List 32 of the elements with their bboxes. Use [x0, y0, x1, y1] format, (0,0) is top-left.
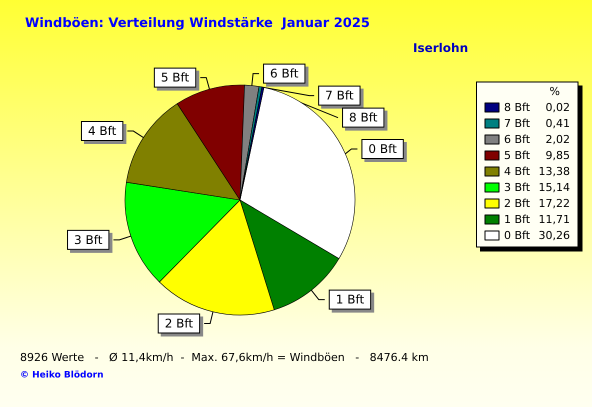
slice-label: 0 Bft	[368, 142, 398, 156]
slice-label: 3 Bft	[74, 232, 103, 247]
data-label: 9,85	[546, 149, 570, 162]
legend-label: 1 Bft	[504, 213, 531, 226]
chart-title: Windböen: Verteilung Windstärke Januar 2025	[25, 16, 370, 31]
data-label: 30,26	[538, 229, 570, 242]
data-label: 0,02	[546, 101, 570, 114]
data-label: 11,71	[538, 213, 570, 226]
legend-label: 5 Bft	[504, 149, 531, 162]
legend-label: 8 Bft	[504, 101, 531, 114]
text: 8926 Werte - Ø 11,4km/h - Max. 67,6km/h = Windböen - 8476.4 km	[20, 351, 429, 364]
chart-subtitle: Iserlohn	[413, 41, 468, 55]
data-label: 15,14	[538, 181, 570, 194]
slice-label: 2 Bft	[164, 316, 194, 330]
text: © Heiko Blödorn	[20, 370, 104, 380]
slice-label: 7 Bft	[325, 88, 354, 103]
slice-label: 4 Bft	[88, 124, 117, 138]
slice-label: 6 Bft	[270, 66, 299, 81]
legend-title: %	[550, 85, 560, 98]
data-label: 2,02	[546, 133, 570, 146]
data-label: 0,41	[546, 117, 570, 130]
legend-label: 2 Bft	[504, 197, 531, 210]
slice-label: 8 Bft	[349, 110, 378, 125]
data-label: 17,22	[538, 197, 570, 210]
legend-label: 7 Bft	[504, 117, 531, 130]
slice-label: 5 Bft	[160, 70, 190, 85]
slice-label: 1 Bft	[336, 292, 364, 307]
legend-label: 6 Bft	[504, 133, 531, 146]
legend-label: 3 Bft	[504, 181, 531, 194]
data-label: 13,38	[538, 165, 570, 178]
legend-label: 0 Bft	[504, 229, 531, 242]
legend-label: 4 Bft	[504, 165, 531, 178]
